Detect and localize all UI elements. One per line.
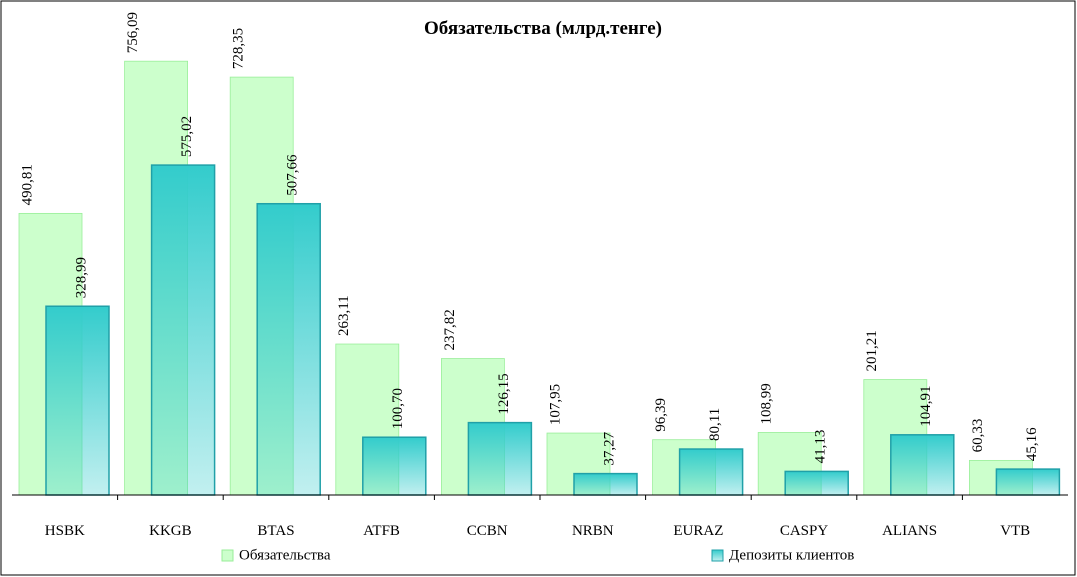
data-label: 104,91	[918, 386, 934, 427]
chart-title: Обязательства (млрд.тенге)	[424, 18, 662, 39]
x-tick-label: VTB	[1000, 523, 1030, 539]
data-label: 263,11	[336, 295, 352, 336]
bar	[256, 202, 321, 496]
data-label: 756,09	[125, 12, 141, 53]
x-tick-label: EURAZ	[673, 523, 723, 539]
data-label: 490,81	[19, 164, 35, 205]
legend-swatch	[221, 549, 234, 562]
data-label: 37,27	[601, 431, 617, 465]
x-tick-label: ATFB	[363, 523, 400, 539]
x-tick-label: KKGB	[149, 523, 192, 539]
data-label: 126,15	[496, 373, 512, 414]
data-label: 60,33	[970, 419, 986, 453]
bar	[362, 436, 427, 496]
data-label: 45,16	[1024, 427, 1040, 461]
data-label: 100,70	[390, 388, 406, 429]
bar	[784, 470, 849, 496]
data-label: 108,99	[759, 383, 775, 424]
data-label: 575,02	[179, 116, 195, 157]
bar	[995, 468, 1061, 496]
legend-swatch	[711, 549, 724, 562]
data-label: 80,11	[707, 408, 723, 441]
data-label: 107,95	[547, 384, 563, 425]
data-label: 237,82	[442, 309, 458, 350]
x-tick-label: HSBK	[45, 523, 85, 539]
data-label: 201,21	[864, 330, 880, 371]
legend-label: Депозиты клиентов	[729, 547, 854, 563]
legend-label: Обязательства	[239, 547, 331, 563]
data-label: 507,66	[285, 154, 301, 196]
data-label: 728,35	[231, 28, 247, 69]
x-tick-label: CASPY	[780, 523, 829, 539]
data-label: 328,99	[73, 257, 89, 298]
bar	[467, 421, 533, 496]
bar	[890, 434, 955, 496]
bar	[45, 305, 110, 496]
x-tick-label: NRBN	[572, 523, 614, 539]
bar	[678, 448, 744, 496]
x-tick-label: BTAS	[257, 523, 294, 539]
bar	[150, 164, 216, 496]
x-tick-label: ALIANS	[882, 523, 937, 539]
data-label: 96,39	[653, 398, 669, 432]
bar	[573, 472, 638, 496]
data-label: 41,13	[813, 430, 829, 464]
x-tick-label: CCBN	[467, 523, 508, 539]
